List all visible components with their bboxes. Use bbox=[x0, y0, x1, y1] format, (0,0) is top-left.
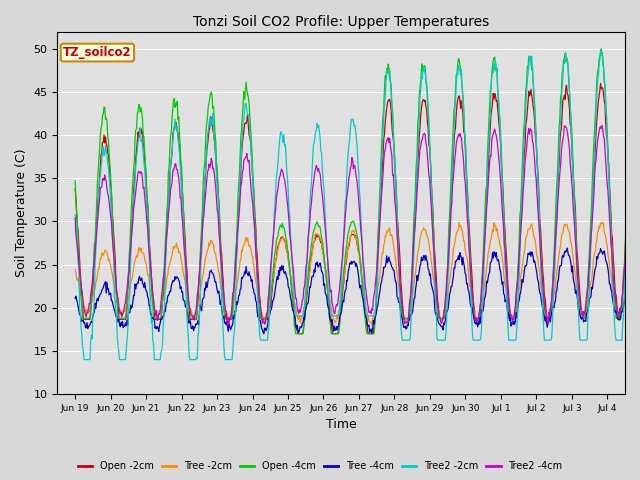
Open -4cm bbox=[243, 79, 250, 85]
Tree -4cm bbox=[271, 288, 279, 294]
Tree2 -2cm bbox=[292, 313, 300, 319]
Open -2cm bbox=[243, 120, 250, 126]
Line: Open -2cm: Open -2cm bbox=[75, 84, 640, 334]
Open -4cm bbox=[598, 46, 605, 52]
Tree -2cm bbox=[71, 267, 79, 273]
Tree2 -4cm bbox=[292, 296, 300, 301]
Open -4cm bbox=[270, 256, 278, 262]
Open -2cm bbox=[294, 331, 301, 336]
Tree2 -4cm bbox=[639, 174, 640, 180]
Line: Open -4cm: Open -4cm bbox=[75, 49, 640, 334]
Open -2cm bbox=[292, 322, 300, 328]
Open -2cm bbox=[419, 99, 426, 105]
Open -4cm bbox=[138, 109, 145, 115]
Open -4cm bbox=[71, 178, 79, 184]
Line: Tree2 -4cm: Tree2 -4cm bbox=[75, 118, 640, 325]
Tree -4cm bbox=[292, 325, 300, 331]
Tree -2cm bbox=[243, 234, 250, 240]
Open -2cm bbox=[71, 186, 79, 192]
Title: Tonzi Soil CO2 Profile: Upper Temperatures: Tonzi Soil CO2 Profile: Upper Temperatur… bbox=[193, 15, 490, 29]
Open -4cm bbox=[292, 331, 300, 336]
Open -2cm bbox=[596, 81, 604, 86]
Tree2 -2cm bbox=[243, 107, 251, 112]
Line: Tree2 -2cm: Tree2 -2cm bbox=[75, 49, 640, 360]
Tree -4cm bbox=[450, 265, 458, 271]
Line: Tree -4cm: Tree -4cm bbox=[75, 247, 640, 334]
Tree2 -2cm bbox=[139, 143, 147, 149]
Tree2 -2cm bbox=[271, 202, 279, 207]
Tree -2cm bbox=[450, 244, 458, 250]
Tree -2cm bbox=[419, 228, 426, 234]
Open -2cm bbox=[450, 138, 458, 144]
Tree -2cm bbox=[292, 305, 300, 311]
Tree -2cm bbox=[639, 240, 640, 246]
Open -4cm bbox=[639, 126, 640, 132]
Tree -2cm bbox=[635, 218, 640, 224]
Tree -4cm bbox=[260, 331, 268, 336]
Open -2cm bbox=[270, 268, 278, 274]
Open -2cm bbox=[138, 131, 145, 137]
Tree2 -2cm bbox=[80, 357, 88, 362]
Tree -4cm bbox=[138, 275, 145, 281]
Tree -4cm bbox=[639, 262, 640, 268]
Tree2 -2cm bbox=[450, 128, 458, 134]
Tree2 -2cm bbox=[633, 46, 640, 52]
Open -4cm bbox=[419, 61, 426, 67]
Tree2 -4cm bbox=[450, 166, 458, 171]
Tree -2cm bbox=[270, 267, 278, 273]
Tree2 -4cm bbox=[243, 151, 251, 156]
Tree2 -2cm bbox=[639, 134, 640, 140]
Tree -4cm bbox=[243, 264, 250, 269]
Open -4cm bbox=[450, 107, 458, 113]
Text: TZ_soilco2: TZ_soilco2 bbox=[63, 46, 132, 59]
Tree -2cm bbox=[138, 250, 145, 255]
Tree2 -4cm bbox=[271, 213, 279, 218]
Tree -4cm bbox=[71, 295, 79, 301]
Open -4cm bbox=[292, 331, 300, 336]
Line: Tree -2cm: Tree -2cm bbox=[75, 221, 640, 325]
Tree -4cm bbox=[419, 258, 426, 264]
Legend: Open -2cm, Tree -2cm, Open -4cm, Tree -4cm, Tree2 -2cm, Tree2 -4cm: Open -2cm, Tree -2cm, Open -4cm, Tree -4… bbox=[74, 457, 566, 475]
Tree2 -2cm bbox=[419, 76, 426, 82]
Open -2cm bbox=[639, 129, 640, 135]
Tree2 -4cm bbox=[419, 137, 426, 143]
Tree2 -4cm bbox=[633, 115, 640, 121]
Y-axis label: Soil Temperature (C): Soil Temperature (C) bbox=[15, 149, 28, 277]
Tree -2cm bbox=[368, 322, 376, 328]
Tree2 -4cm bbox=[138, 170, 145, 176]
Tree2 -4cm bbox=[71, 215, 79, 221]
X-axis label: Time: Time bbox=[326, 419, 356, 432]
Tree2 -2cm bbox=[71, 212, 79, 217]
Tree -4cm bbox=[633, 244, 640, 250]
Tree2 -4cm bbox=[224, 322, 232, 328]
